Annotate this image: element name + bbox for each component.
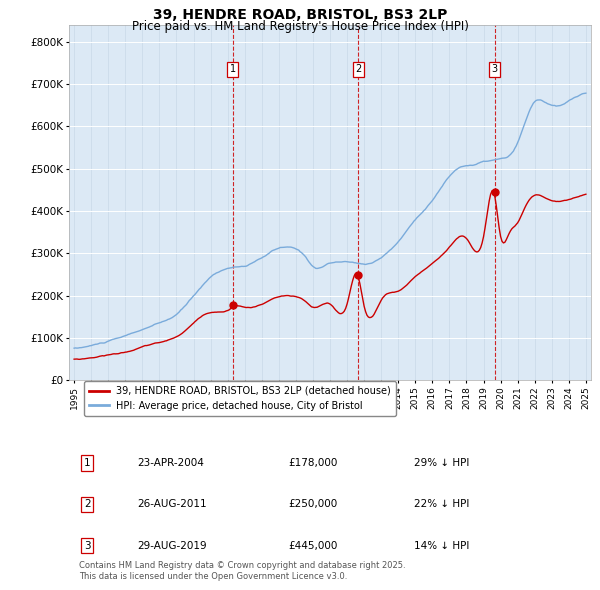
Text: 29-AUG-2019: 29-AUG-2019 (137, 540, 206, 550)
Text: £178,000: £178,000 (288, 458, 338, 468)
Text: 1: 1 (230, 64, 236, 74)
Text: Contains HM Land Registry data © Crown copyright and database right 2025.
This d: Contains HM Land Registry data © Crown c… (79, 562, 406, 581)
Text: 2: 2 (355, 64, 361, 74)
Text: 1: 1 (84, 458, 91, 468)
Text: 3: 3 (84, 540, 91, 550)
Text: 39, HENDRE ROAD, BRISTOL, BS3 2LP: 39, HENDRE ROAD, BRISTOL, BS3 2LP (153, 8, 447, 22)
Text: £250,000: £250,000 (288, 499, 337, 509)
Text: 29% ↓ HPI: 29% ↓ HPI (413, 458, 469, 468)
Text: 23-APR-2004: 23-APR-2004 (137, 458, 204, 468)
Text: 22% ↓ HPI: 22% ↓ HPI (413, 499, 469, 509)
Text: 3: 3 (492, 64, 498, 74)
Text: 2: 2 (84, 499, 91, 509)
Text: 14% ↓ HPI: 14% ↓ HPI (413, 540, 469, 550)
Text: £445,000: £445,000 (288, 540, 338, 550)
Text: Price paid vs. HM Land Registry's House Price Index (HPI): Price paid vs. HM Land Registry's House … (131, 20, 469, 33)
Legend: 39, HENDRE ROAD, BRISTOL, BS3 2LP (detached house), HPI: Average price, detached: 39, HENDRE ROAD, BRISTOL, BS3 2LP (detac… (85, 381, 396, 415)
Text: 26-AUG-2011: 26-AUG-2011 (137, 499, 206, 509)
